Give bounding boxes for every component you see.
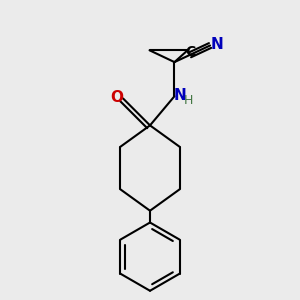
Text: O: O	[110, 90, 123, 105]
Text: N: N	[210, 37, 223, 52]
Text: H: H	[184, 94, 193, 107]
Text: N: N	[173, 88, 186, 103]
Text: C: C	[185, 45, 196, 59]
